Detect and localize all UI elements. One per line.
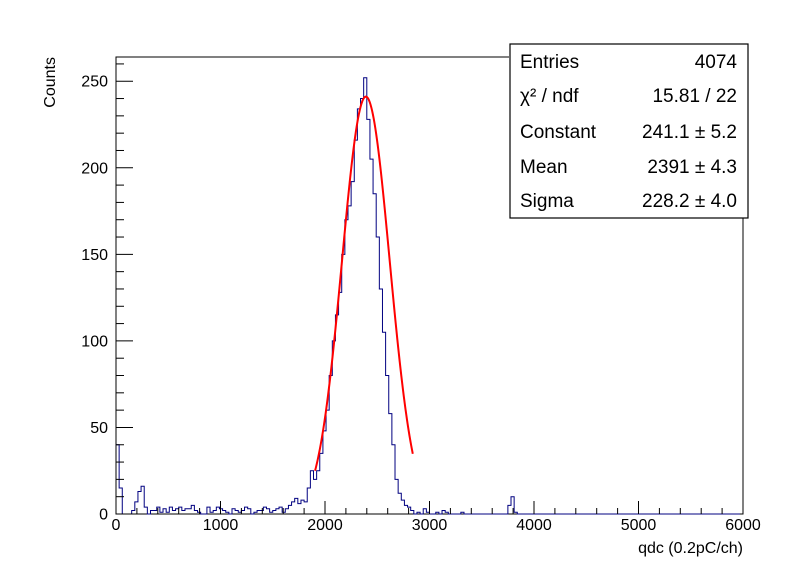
stats-box-background: [509, 43, 748, 218]
stats-row-name: Mean: [520, 157, 568, 178]
x-tick-label: 5000: [621, 517, 657, 534]
y-tick-label: 50: [90, 420, 108, 437]
stats-box: Entries 4074 χ² / ndf 15.81 / 22 Constant 241…: [509, 43, 749, 219]
stats-row-value: 4074: [695, 52, 738, 73]
fit-curve: [314, 95, 414, 472]
stats-row-name: Constant: [520, 122, 597, 143]
histogram-line: [116, 77, 740, 515]
stats-row-value: 15.81 / 22: [652, 86, 737, 107]
x-tick-label: 1000: [203, 517, 239, 534]
stats-row-value: 241.1 ± 5.2: [642, 122, 737, 143]
x-tick-label: 3000: [412, 517, 448, 534]
x-axis-label: qdc (0.2pC/ch): [638, 540, 743, 557]
y-tick-label: 100: [81, 333, 108, 350]
y-tick-label: 250: [81, 74, 108, 91]
stats-box-border: [509, 43, 749, 219]
y-tick-label: 0: [99, 507, 108, 524]
stats-row-name: Entries: [520, 52, 579, 73]
y-tick-label: 150: [81, 247, 108, 264]
y-axis-label: Counts: [42, 57, 59, 108]
stats-row-name: Sigma: [520, 191, 574, 212]
x-tick-label: 4000: [516, 517, 552, 534]
fit-layer: [314, 95, 414, 472]
stats-row-value: 2391 ± 4.3: [647, 157, 737, 178]
x-tick-label: 6000: [725, 517, 761, 534]
stats-row-name: χ² / ndf: [520, 86, 579, 107]
stats-rows: Entries 4074 χ² / ndf 15.81 / 22 Constant 241…: [520, 52, 737, 212]
stats-row-value: 228.2 ± 4.0: [642, 191, 737, 212]
x-tick-label: 2000: [307, 517, 343, 534]
y-tick-label: 200: [81, 160, 108, 177]
histogram-layer: [116, 77, 740, 515]
axes-layer: 0 1000 2000 3000 4000 5000 6000 0 50 100 150 200 250: [81, 63, 761, 534]
x-tick-label: 0: [112, 517, 121, 534]
